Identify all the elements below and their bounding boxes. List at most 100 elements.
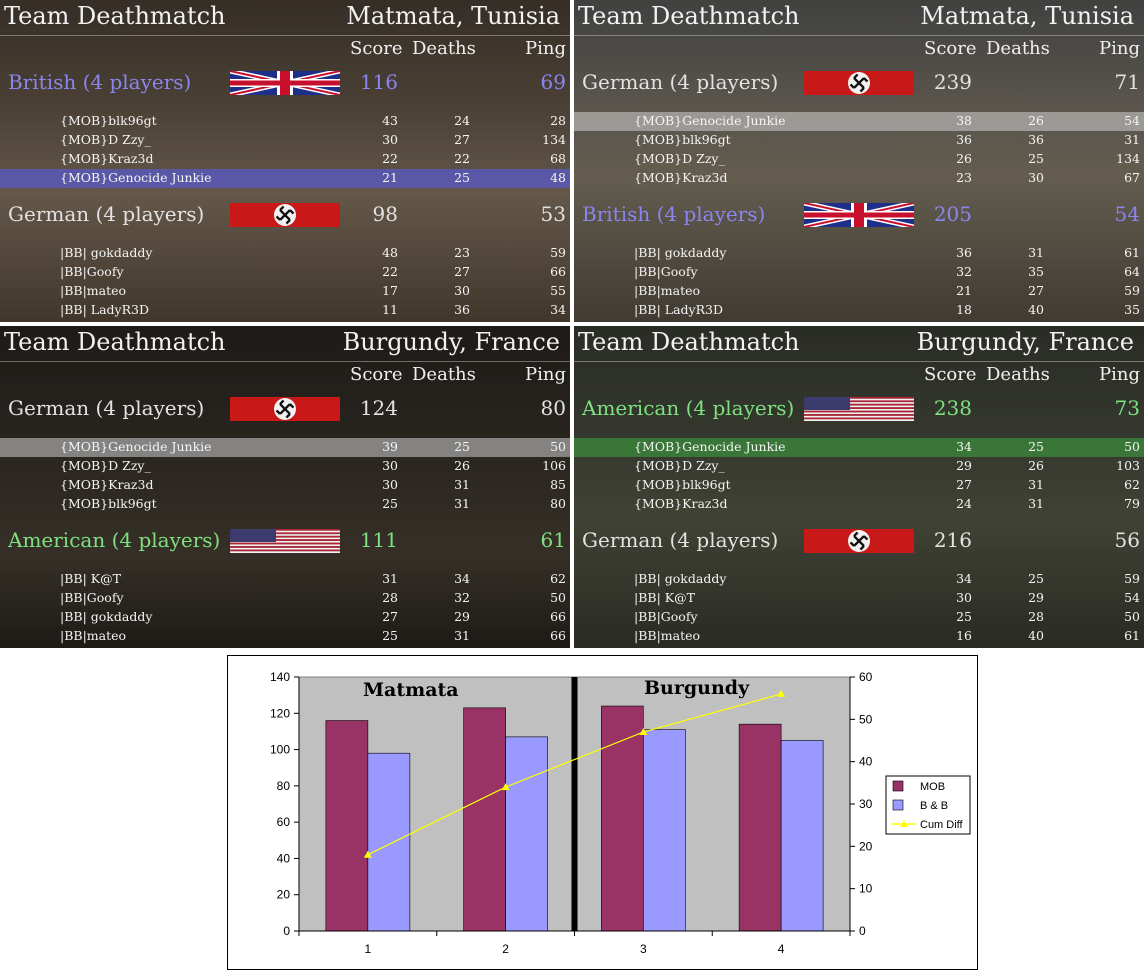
player-ping: 61 bbox=[1124, 245, 1140, 260]
player-row[interactable]: |BB|Goofy 32 35 64 bbox=[574, 263, 1144, 282]
player-score: 21 bbox=[382, 170, 398, 185]
player-score: 17 bbox=[382, 283, 398, 298]
cum-diff-line bbox=[367, 693, 782, 856]
x-tick-label: 2 bbox=[502, 942, 509, 956]
team-name: American (4 players) bbox=[8, 528, 221, 552]
player-deaths: 31 bbox=[454, 477, 470, 492]
player-score: 21 bbox=[956, 283, 972, 298]
team-name: German (4 players) bbox=[582, 528, 779, 552]
player-row[interactable]: |BB| gokdaddy 27 29 66 bbox=[0, 608, 570, 627]
player-row[interactable]: {MOB}D Zzy_ 30 27 134 bbox=[0, 131, 570, 150]
player-ping: 80 bbox=[550, 496, 566, 511]
player-name: |BB| LadyR3D bbox=[634, 302, 723, 317]
player-row[interactable]: {MOB}Kraz3d 22 22 68 bbox=[0, 150, 570, 169]
x-tick-label: 4 bbox=[778, 942, 785, 956]
player-ping: 66 bbox=[550, 609, 566, 624]
right-tick-label: 0 bbox=[859, 924, 866, 938]
player-name: |BB| gokdaddy bbox=[634, 571, 727, 586]
player-row[interactable]: |BB|Goofy 25 28 50 bbox=[574, 608, 1144, 627]
player-row[interactable]: |BB| K@T 31 34 62 bbox=[0, 570, 570, 589]
team-ping: 56 bbox=[1114, 528, 1140, 552]
ping-header: Ping bbox=[525, 38, 566, 59]
swastika-flag bbox=[804, 71, 914, 95]
player-row[interactable]: |BB| gokdaddy 48 23 59 bbox=[0, 244, 570, 263]
player-ping: 59 bbox=[550, 245, 566, 260]
team-name: German (4 players) bbox=[582, 70, 779, 94]
us-flag bbox=[230, 529, 340, 553]
team-score: 238 bbox=[933, 396, 972, 420]
player-name: {MOB}Genocide Junkie bbox=[634, 113, 786, 128]
player-row[interactable]: {MOB}D Zzy_ 29 26 103 bbox=[574, 457, 1144, 476]
left-tick-label: 40 bbox=[277, 851, 291, 865]
player-row[interactable]: {MOB}D Zzy_ 30 26 106 bbox=[0, 457, 570, 476]
player-row[interactable]: |BB|Goofy 28 32 50 bbox=[0, 589, 570, 608]
left-tick-label: 140 bbox=[270, 670, 290, 684]
team-ping: 71 bbox=[1114, 70, 1140, 94]
deaths-header: Deaths bbox=[986, 38, 1050, 59]
player-row[interactable]: |BB|mateo 25 31 66 bbox=[0, 627, 570, 646]
player-name: {MOB}Kraz3d bbox=[60, 151, 154, 166]
left-tick-label: 0 bbox=[283, 924, 290, 938]
player-row[interactable]: {MOB}Genocide Junkie 21 25 48 bbox=[0, 169, 570, 188]
player-row[interactable]: {MOB}Genocide Junkie 38 26 54 bbox=[574, 112, 1144, 131]
player-score: 43 bbox=[382, 113, 398, 128]
player-row[interactable]: {MOB}Genocide Junkie 34 25 50 bbox=[574, 438, 1144, 457]
bar-mob bbox=[738, 723, 782, 932]
score-header: Score bbox=[350, 38, 403, 59]
player-name: {MOB}blk96gt bbox=[60, 496, 157, 511]
bar-mob bbox=[601, 705, 644, 932]
ping-header: Ping bbox=[1099, 364, 1140, 385]
player-row[interactable]: {MOB}Kraz3d 30 31 85 bbox=[0, 476, 570, 495]
map-name: Matmata, Tunisia bbox=[920, 2, 1134, 30]
scene-background bbox=[574, 326, 1144, 648]
bar-bb bbox=[780, 740, 824, 932]
player-deaths: 36 bbox=[1028, 132, 1044, 147]
player-deaths: 25 bbox=[454, 439, 470, 454]
team-score: 239 bbox=[933, 70, 972, 94]
map-divider bbox=[571, 677, 578, 931]
player-row[interactable]: {MOB}blk96gt 43 24 28 bbox=[0, 112, 570, 131]
player-score: 30 bbox=[956, 590, 972, 605]
score-header: Score bbox=[924, 38, 977, 59]
player-row[interactable]: {MOB}Genocide Junkie 39 25 50 bbox=[0, 438, 570, 457]
player-row[interactable]: |BB| LadyR3D 11 36 34 bbox=[0, 301, 570, 320]
left-tick-label: 100 bbox=[270, 743, 290, 757]
bar-bb bbox=[367, 752, 411, 932]
player-row[interactable]: {MOB}blk96gt 36 36 31 bbox=[574, 131, 1144, 150]
map-name: Burgundy, France bbox=[342, 328, 560, 356]
player-ping: 103 bbox=[1116, 458, 1140, 473]
player-score: 11 bbox=[382, 302, 398, 317]
player-ping: 67 bbox=[1124, 170, 1140, 185]
team-ping: 53 bbox=[540, 202, 566, 226]
team-name: American (4 players) bbox=[582, 396, 795, 420]
game-mode-title: Team Deathmatch bbox=[578, 2, 800, 30]
player-row[interactable]: |BB|mateo 17 30 55 bbox=[0, 282, 570, 301]
player-row[interactable]: {MOB}Kraz3d 24 31 79 bbox=[574, 495, 1144, 514]
player-row[interactable]: {MOB}Kraz3d 23 30 67 bbox=[574, 169, 1144, 188]
scoreboard-panel: Team Deathmatch Burgundy, France Score Deat… bbox=[574, 326, 1144, 648]
team-ping: 69 bbox=[540, 70, 566, 94]
player-score: 38 bbox=[956, 113, 972, 128]
player-name: {MOB}blk96gt bbox=[60, 113, 157, 128]
player-score: 29 bbox=[956, 458, 972, 473]
cum-diff-point bbox=[501, 783, 510, 791]
annotation-matmata: Matmata bbox=[363, 679, 459, 701]
player-row[interactable]: |BB| K@T 30 29 54 bbox=[574, 589, 1144, 608]
left-tick-label: 60 bbox=[277, 815, 291, 829]
player-row[interactable]: |BB| gokdaddy 36 31 61 bbox=[574, 244, 1144, 263]
player-row[interactable]: |BB|mateo 16 40 61 bbox=[574, 627, 1144, 646]
player-ping: 68 bbox=[550, 151, 566, 166]
scene-background bbox=[574, 0, 1144, 322]
player-row[interactable]: |BB| gokdaddy 34 25 59 bbox=[574, 570, 1144, 589]
player-row[interactable]: |BB|mateo 21 27 59 bbox=[574, 282, 1144, 301]
player-row[interactable]: |BB| LadyR3D 18 40 35 bbox=[574, 301, 1144, 320]
x-tick-label: 1 bbox=[365, 942, 372, 956]
player-row[interactable]: {MOB}D Zzy_ 26 25 134 bbox=[574, 150, 1144, 169]
team-name: British (4 players) bbox=[8, 70, 192, 94]
player-name: |BB| K@T bbox=[634, 590, 695, 605]
player-row[interactable]: {MOB}blk96gt 25 31 80 bbox=[0, 495, 570, 514]
team-name: German (4 players) bbox=[8, 202, 205, 226]
player-row[interactable]: {MOB}blk96gt 27 31 62 bbox=[574, 476, 1144, 495]
game-mode-title: Team Deathmatch bbox=[578, 328, 800, 356]
player-row[interactable]: |BB|Goofy 22 27 66 bbox=[0, 263, 570, 282]
